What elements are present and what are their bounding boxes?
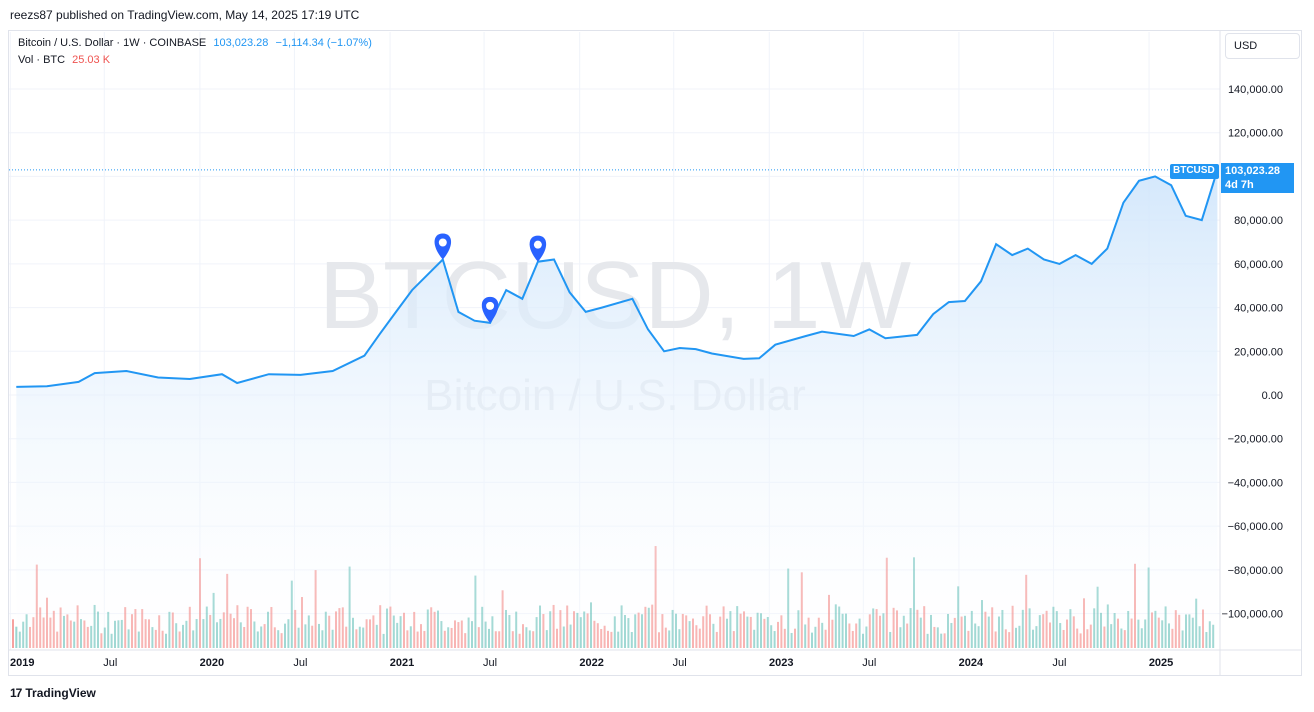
marker-dot-icon <box>533 240 542 249</box>
x-tick-label: Jul <box>1052 657 1066 669</box>
x-tick-label: 2025 <box>1149 657 1173 669</box>
legend-volume-value: 25.03 K <box>72 54 111 66</box>
tradingview-logo-icon: 17 <box>10 686 22 700</box>
x-tick-label: 2022 <box>579 657 603 669</box>
legend-change: −1,114.34 (−1.07%) <box>275 37 372 49</box>
marker-dot-icon <box>486 301 495 310</box>
y-tick-label: −80,000.00 <box>1228 565 1283 577</box>
price-area <box>16 169 1218 650</box>
symbol-tag: BTCUSD <box>1170 164 1219 179</box>
last-price-tag: 103,023.28 4d 7h <box>1221 163 1294 193</box>
x-tick-label: 2019 <box>10 657 34 669</box>
currency-selector[interactable]: USD <box>1225 33 1300 59</box>
legend-price: 103,023.28 <box>213 37 269 49</box>
y-tick-label: 120,000.00 <box>1228 128 1283 140</box>
last-price-value: 103,023.28 <box>1225 165 1281 177</box>
legend-volume-label: Vol · BTC <box>18 54 66 66</box>
x-tick-label: Jul <box>103 657 117 669</box>
y-tick-label: −100,000.00 <box>1222 609 1283 621</box>
bar-countdown: 4d 7h <box>1225 179 1254 191</box>
chart-frame[interactable] <box>8 30 1302 676</box>
x-tick-label: 2023 <box>769 657 793 669</box>
x-tick-label: Jul <box>293 657 307 669</box>
footer-brand[interactable]: 17 TradingView <box>10 686 96 700</box>
y-tick-label: 80,000.00 <box>1234 215 1283 227</box>
x-tick-label: 2021 <box>390 657 414 669</box>
y-tick-label: 0.00 <box>1262 390 1283 402</box>
x-tick-label: Jul <box>673 657 687 669</box>
y-tick-label: −40,000.00 <box>1228 477 1283 489</box>
legend-symbol: Bitcoin / U.S. Dollar · 1W · COINBASE <box>18 37 207 49</box>
y-tick-label: 40,000.00 <box>1234 303 1283 315</box>
y-tick-label: −60,000.00 <box>1228 521 1283 533</box>
publish-info: reezs87 published on TradingView.com, Ma… <box>10 8 360 22</box>
x-tick-label: Jul <box>862 657 876 669</box>
x-tick-label: Jul <box>483 657 497 669</box>
x-tick-label: 2024 <box>959 657 984 669</box>
volume-bar <box>12 619 14 648</box>
y-tick-label: 60,000.00 <box>1234 259 1283 271</box>
y-tick-label: 20,000.00 <box>1234 346 1283 358</box>
y-tick-label: −20,000.00 <box>1228 434 1283 446</box>
marker-dot-icon <box>438 238 447 247</box>
y-tick-label: 140,000.00 <box>1228 84 1283 96</box>
x-tick-label: 2020 <box>200 657 224 669</box>
brand-name: TradingView <box>25 686 96 700</box>
legend: Bitcoin / U.S. Dollar · 1W · COINBASE 10… <box>18 35 376 69</box>
